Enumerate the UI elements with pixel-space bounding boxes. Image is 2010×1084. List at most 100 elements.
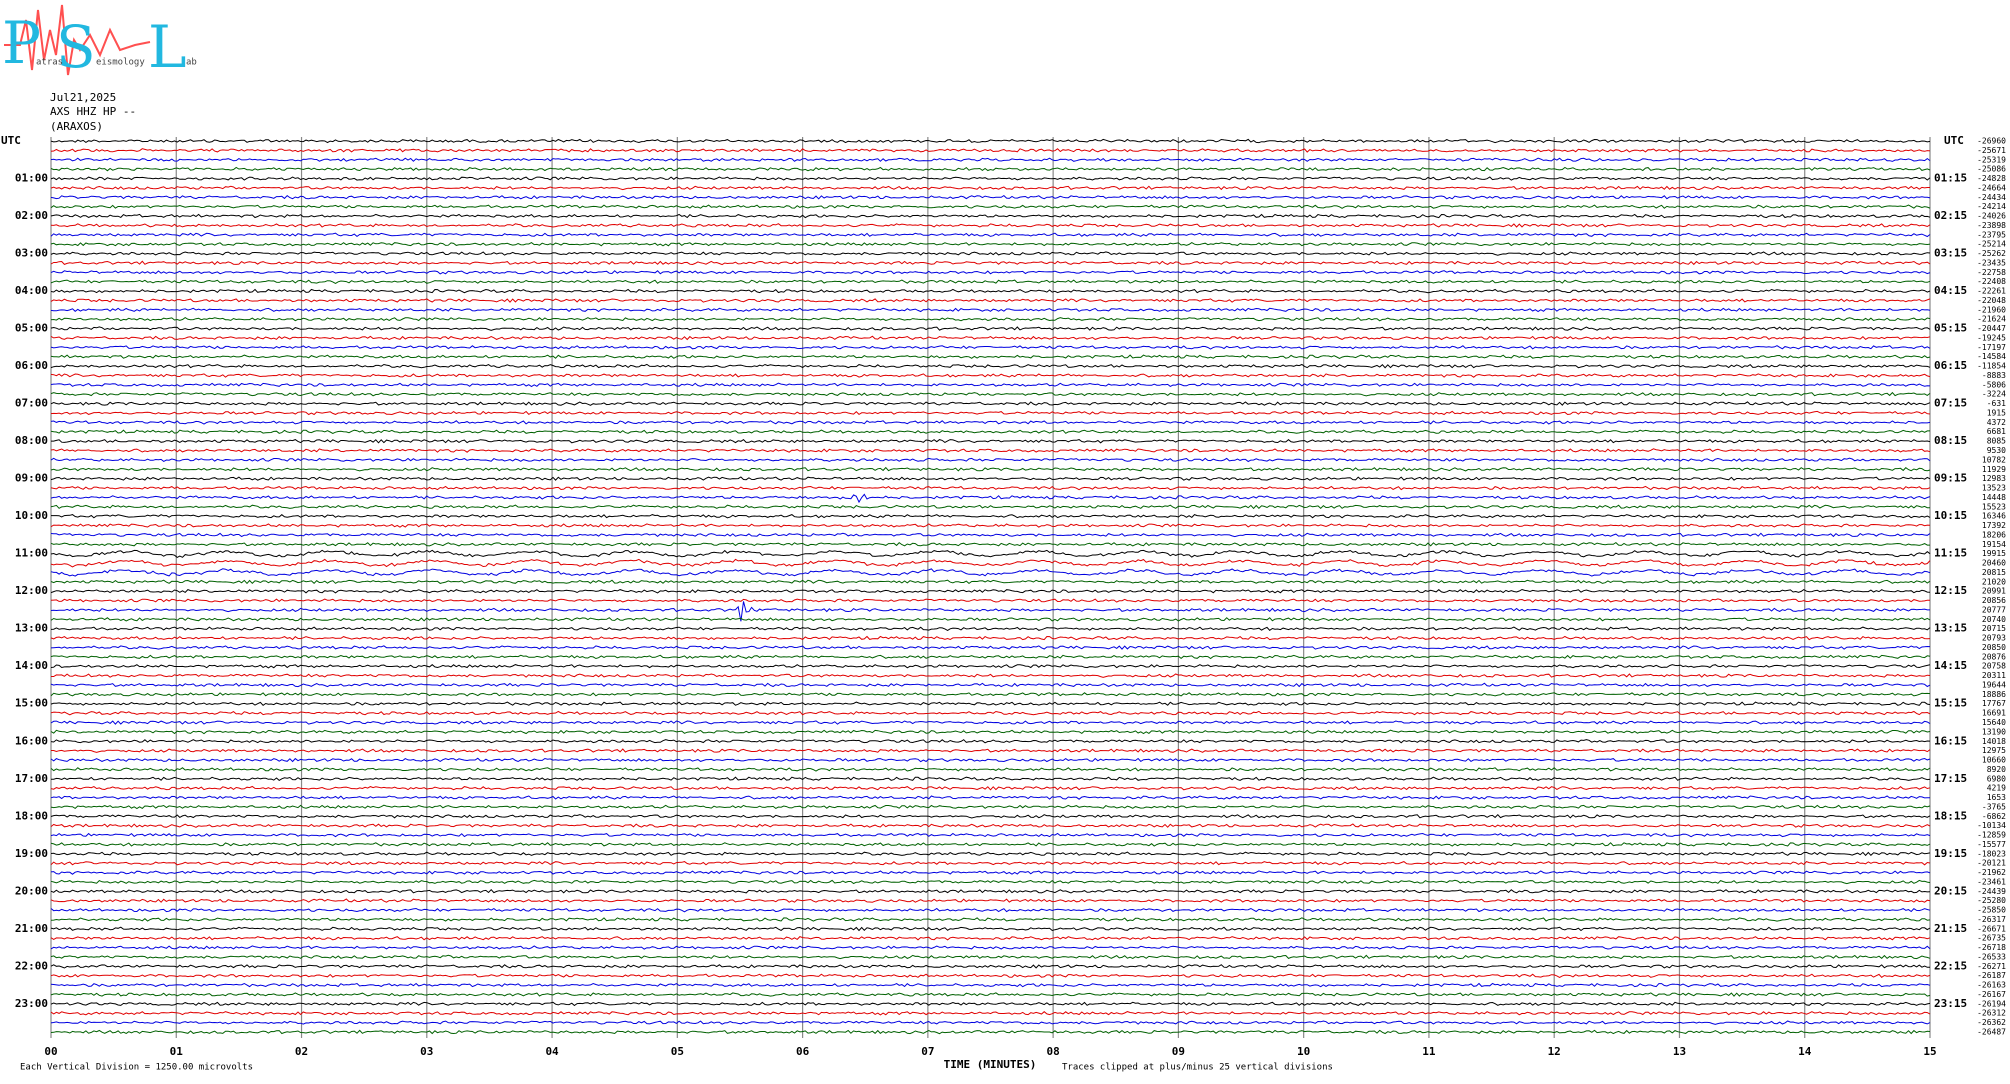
trace-offset: 6980 (1987, 774, 2006, 783)
trace (50, 861, 1931, 866)
left-hour-label: 07:00 (15, 397, 48, 410)
x-tick-label: 10 (1297, 1045, 1310, 1058)
trace (50, 457, 1931, 463)
trace-offset: -6862 (1982, 812, 2006, 821)
trace-offset: -12859 (1977, 831, 2006, 840)
trace-offset: -23461 (1977, 877, 2006, 886)
trace (50, 701, 1931, 706)
trace-offset: 20850 (1982, 643, 2006, 652)
trace-offset: -631 (1987, 399, 2006, 408)
trace (50, 558, 1931, 568)
trace-offset: 12983 (1982, 474, 2006, 483)
trace-offset: -25086 (1977, 165, 2006, 174)
x-tick-label: 15 (1923, 1045, 1936, 1058)
right-hour-label: 15:15 (1934, 697, 1967, 710)
trace (50, 888, 1931, 894)
right-hour-label: 20:15 (1934, 884, 1967, 897)
trace-offset: -10134 (1977, 821, 2006, 830)
logo-letter: L (148, 13, 187, 81)
trace-offset: -26163 (1977, 981, 2006, 990)
logo: P S L atras eismology ab (2, 4, 197, 81)
trace (50, 391, 1931, 397)
trace-offset: -23435 (1977, 258, 2006, 267)
left-hour-label: 10:00 (15, 509, 48, 522)
trace-offset: 4372 (1987, 418, 2006, 427)
right-hour-label: 05:15 (1934, 322, 1967, 335)
right-hour-label: 11:15 (1934, 547, 1967, 560)
trace-offset: 1915 (1987, 408, 2006, 417)
right-hour-label: 22:15 (1934, 959, 1967, 972)
right-header: UTC (1944, 134, 1964, 147)
right-hour-label: 16:15 (1934, 734, 1967, 747)
trace (50, 729, 1931, 735)
trace (50, 476, 1931, 481)
trace (50, 568, 1931, 577)
trace-offset: -21960 (1977, 305, 2006, 314)
trace-offset: -25850 (1977, 906, 2006, 915)
right-hour-label: 23:15 (1934, 997, 1967, 1010)
right-hour-label: 08:15 (1934, 434, 1967, 447)
trace-offset: 17392 (1982, 521, 2006, 530)
right-hour-label: 21:15 (1934, 922, 1967, 935)
trace (50, 532, 1931, 538)
trace (50, 373, 1931, 378)
right-hour-label: 10:15 (1934, 509, 1967, 522)
trace-offset: 20758 (1982, 662, 2006, 671)
trace-offset: -26735 (1977, 934, 2006, 943)
right-hour-label: 03:15 (1934, 247, 1967, 260)
trace-offset: 20777 (1982, 605, 2006, 614)
left-hour-label: 03:00 (15, 247, 48, 260)
trace-offset: -23898 (1977, 221, 2006, 230)
trace (50, 907, 1931, 913)
x-tick-label: 08 (1047, 1045, 1060, 1058)
left-hour-label: 02:00 (15, 209, 48, 222)
trace-offset: 20460 (1982, 559, 2006, 568)
station: AXS HHZ HP -- (50, 105, 136, 118)
trace (50, 917, 1931, 922)
trace-offset: -24434 (1977, 193, 2006, 202)
trace (50, 549, 1931, 558)
trace (50, 504, 1931, 510)
clip-note: Traces clipped at plus/minus 25 vertical… (1062, 1063, 1333, 1073)
trace-offset: -24439 (1977, 887, 2006, 896)
trace-offset: -26317 (1977, 915, 2006, 924)
trace (50, 232, 1931, 238)
date: Jul21,2025 (50, 91, 116, 104)
x-tick-label: 02 (295, 1045, 308, 1058)
trace (50, 429, 1930, 434)
trace-offset: -26718 (1977, 943, 2006, 952)
trace-offset: 13523 (1982, 484, 2006, 493)
left-hour-label: 12:00 (15, 584, 48, 597)
trace-offset: -25671 (1977, 146, 2006, 155)
trace (50, 138, 1931, 144)
trace (50, 223, 1931, 228)
trace (50, 541, 1930, 547)
trace (50, 973, 1931, 978)
trace (50, 601, 1930, 622)
logo-word: ab (186, 58, 197, 68)
trace (50, 767, 1931, 772)
trace (50, 579, 1931, 585)
left-hour-label: 22:00 (15, 959, 48, 972)
trace (51, 776, 1931, 782)
x-tick-label: 04 (545, 1045, 559, 1058)
trace-offset: 13190 (1982, 727, 2006, 736)
trace (50, 279, 1931, 284)
trace-offset: 14448 (1982, 493, 2006, 502)
trace (50, 617, 1931, 622)
x-tick-label: 11 (1422, 1045, 1436, 1058)
trace-offset: 9530 (1987, 446, 2006, 455)
trace-offset: 16691 (1982, 709, 2006, 718)
trace-offset: 20311 (1982, 671, 2006, 680)
trace-offset: -26671 (1977, 924, 2006, 933)
trace-offset: 4219 (1987, 784, 2006, 793)
right-hour-label: 04:15 (1934, 284, 1967, 297)
trace-offset: 20815 (1982, 568, 2006, 577)
trace-offset: -15577 (1977, 840, 2006, 849)
trace (50, 270, 1931, 275)
trace-offset: 16346 (1982, 512, 2006, 521)
trace-offset: 15523 (1982, 502, 2006, 511)
trace-offset: 20876 (1982, 652, 2006, 661)
trace-offset: 10782 (1982, 455, 2006, 464)
